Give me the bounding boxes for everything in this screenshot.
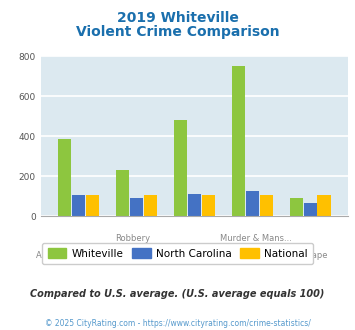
Text: Aggravated Assault: Aggravated Assault [153, 251, 236, 260]
Bar [232, 66, 245, 216]
Text: Violent Crime Comparison: Violent Crime Comparison [76, 25, 279, 39]
Text: 2019 Whiteville: 2019 Whiteville [116, 11, 239, 24]
Text: Murder & Mans...: Murder & Mans... [220, 234, 292, 243]
Text: Robbery: Robbery [115, 234, 151, 243]
Text: © 2025 CityRating.com - https://www.cityrating.com/crime-statistics/: © 2025 CityRating.com - https://www.city… [45, 319, 310, 328]
Bar [202, 195, 215, 216]
Text: Compared to U.S. average. (U.S. average equals 100): Compared to U.S. average. (U.S. average … [30, 289, 325, 299]
Bar [260, 195, 273, 216]
Bar [116, 170, 129, 216]
Text: Rape: Rape [306, 251, 328, 260]
Bar [290, 198, 303, 216]
Bar [58, 139, 71, 216]
Bar [130, 198, 143, 216]
Bar [86, 195, 99, 216]
Bar [188, 194, 201, 216]
Legend: Whiteville, North Carolina, National: Whiteville, North Carolina, National [42, 243, 313, 264]
Text: All Violent Crime: All Violent Crime [37, 251, 106, 260]
Bar [174, 120, 187, 216]
Bar [304, 203, 317, 216]
Bar [72, 195, 85, 216]
Bar [317, 195, 331, 216]
Bar [246, 190, 259, 216]
Bar [144, 195, 157, 216]
